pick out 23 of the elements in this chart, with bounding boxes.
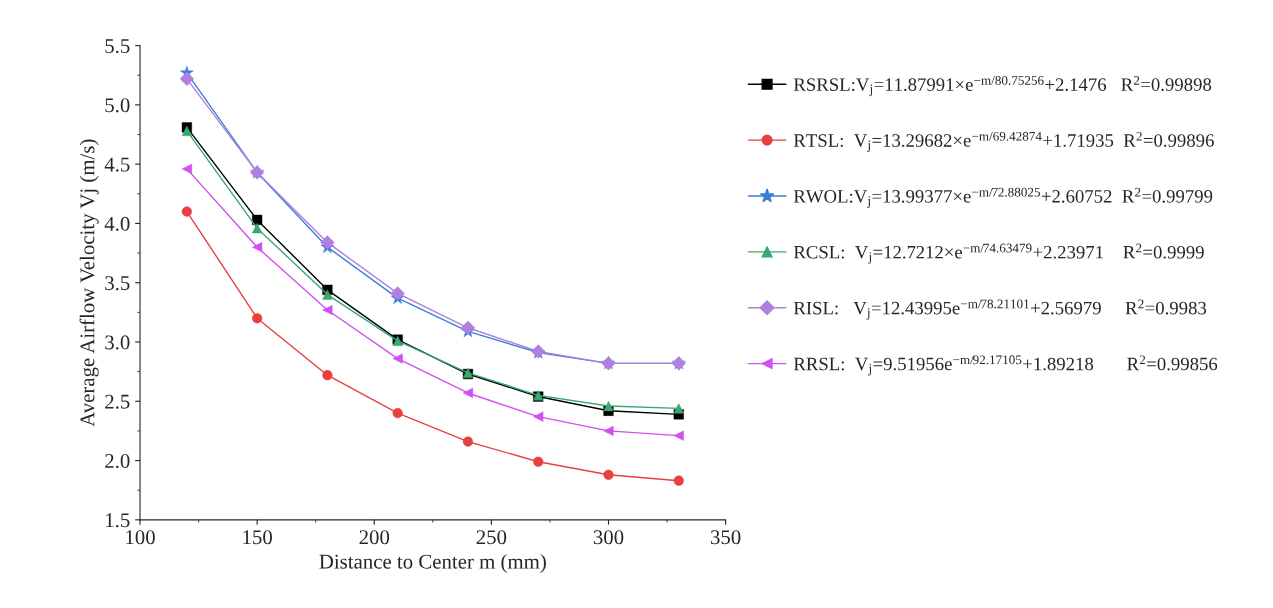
x-tick-label: 300 <box>593 530 624 545</box>
y-tick-label: 1.5 <box>106 513 130 528</box>
y-tick-label: 2.5 <box>105 394 130 409</box>
x-tick-label: 250 <box>476 530 507 545</box>
x-axis-title: Distance to Center m (mm) <box>319 554 546 573</box>
x-tick-label: 100 <box>126 530 155 545</box>
y-tick-label: 5.0 <box>105 98 130 113</box>
y-tick-label: 3.5 <box>105 276 130 291</box>
y-tick-label: 3.0 <box>105 335 130 350</box>
x-tick-label: 350 <box>710 530 741 545</box>
legend-label: RISL: V$_{j}$=12.43995e$^{−m/78.21101}$+2.56979 R$^{2}$=0.9983 <box>793 299 1207 320</box>
y-tick-label: 2.0 <box>105 453 130 469</box>
legend-label: RRSL: V$_{j}$=9.51956e$^{−m/92.17105}$+1.89218 R$^{2}$=0.99856 <box>793 355 1218 376</box>
legend-label: RCSL: V$_{j}$=12.7212×e$^{−m/74.63479}$+2.23971 R$^{2}$=0.9999 <box>793 243 1204 264</box>
legend-label: RTSL: V$_{j}$=13.29682×e$^{−m/69.42874}$+1.71935 R$^{2}$=0.99896 <box>793 131 1214 152</box>
y-tick-label: 5.5 <box>105 39 130 54</box>
x-tick-label: 200 <box>359 530 390 545</box>
legend-label: RSRSL:V$_{j}$=11.87991×e$^{−m/80.75256}$+2.1476 R$^{2}$=0.99898 <box>793 76 1212 97</box>
y-tick-label: 4.5 <box>104 157 130 172</box>
legend-label: RWOL:V$_{j}$=13.99377×e$^{−m/72.88025}$+2.60752 R$^{2}$=0.99799 <box>793 187 1213 208</box>
x-tick-label: 150 <box>243 530 272 545</box>
y-axis-title: Average Airflow Velocity Vj (m/s) <box>79 139 99 427</box>
y-tick-label: 4.0 <box>104 216 130 231</box>
